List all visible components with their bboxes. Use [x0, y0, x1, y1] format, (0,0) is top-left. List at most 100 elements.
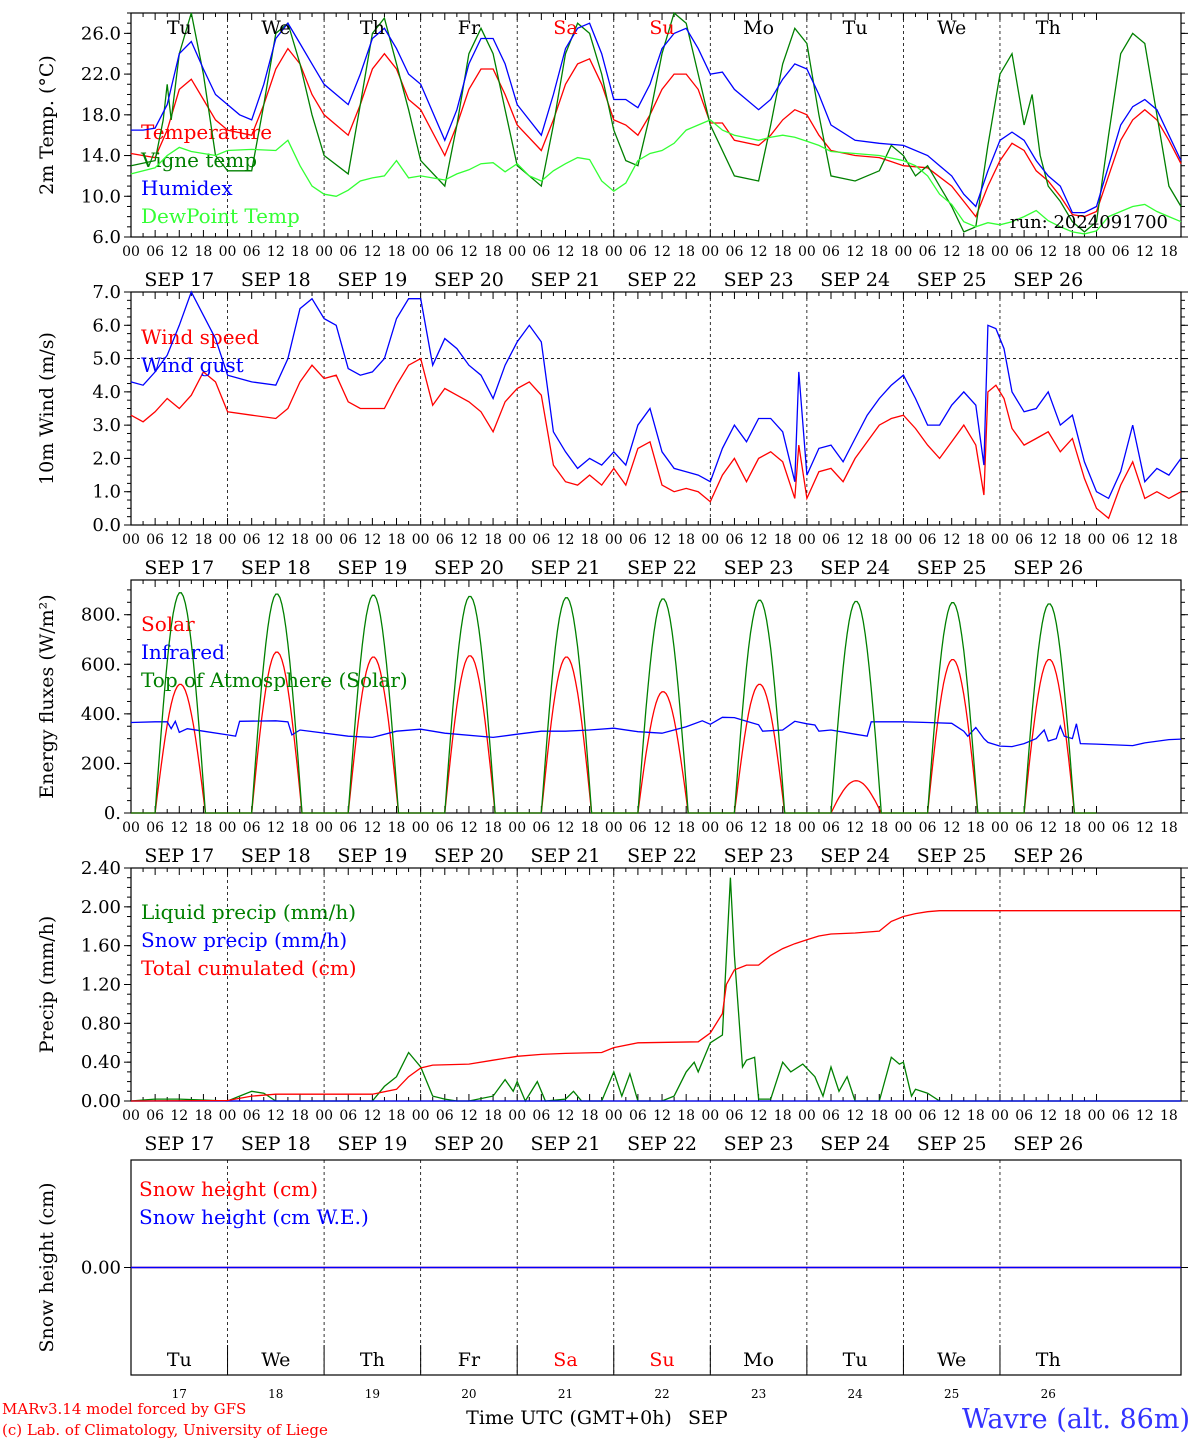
hour-tick-label: 12 — [943, 532, 961, 548]
hour-tick-label: 18 — [194, 532, 212, 548]
hour-tick-label: 12 — [653, 820, 671, 836]
hour-tick-label: 12 — [846, 244, 864, 260]
hour-tick-label: 06 — [629, 1108, 647, 1124]
hour-tick-label: 12 — [846, 1108, 864, 1124]
day-name-label: Th — [1036, 1349, 1061, 1371]
legend-entry: Snow height (cm W.E.) — [139, 1205, 369, 1229]
date-label: SEP 23 — [724, 557, 794, 579]
day-name-label: Th — [360, 1349, 385, 1371]
hour-tick-label: 12 — [943, 244, 961, 260]
date-label: SEP 20 — [434, 845, 504, 867]
hour-tick-label: 06 — [1015, 532, 1033, 548]
date-label: SEP 20 — [434, 269, 504, 291]
footer-model-line: MARv3.14 model forced by GFS — [2, 1400, 246, 1418]
hour-tick-label: 00 — [122, 1108, 140, 1124]
hour-tick-label: 00 — [219, 532, 237, 548]
y-tick-label: 200. — [81, 753, 121, 774]
hour-tick-label: 00 — [1088, 244, 1106, 260]
day-name-label: Tu — [167, 1349, 192, 1371]
hour-tick-label: 06 — [436, 820, 454, 836]
hour-tick-label: 06 — [1015, 1108, 1033, 1124]
series-line-green — [130, 11, 1182, 233]
date-label: SEP 19 — [337, 269, 407, 291]
hour-tick-label: 12 — [363, 1108, 381, 1124]
hour-tick-label: 18 — [870, 244, 888, 260]
legend-entry: Infrared — [141, 640, 225, 664]
day-number-label: 24 — [847, 1387, 863, 1401]
series-line-blue — [131, 22, 1182, 214]
hour-tick-label: 06 — [243, 820, 261, 836]
day-number-label: 26 — [1041, 1387, 1056, 1401]
date-label: SEP 25 — [917, 269, 987, 291]
hour-tick-label: 06 — [532, 244, 550, 260]
date-label: SEP 21 — [531, 845, 601, 867]
panel-precip: 0.00 0.40 0.80 1.20 1.60 2.00 2.40 Precip (mm/h… — [36, 858, 1188, 1155]
date-label: SEP 18 — [241, 845, 311, 867]
hour-tick-label: 06 — [822, 244, 840, 260]
date-label: SEP 17 — [144, 845, 214, 867]
y-tick-label: 2.40 — [81, 858, 121, 879]
hour-tick-label: 00 — [122, 532, 140, 548]
hour-tick-label: 12 — [170, 1108, 188, 1124]
date-label: SEP 24 — [820, 845, 890, 867]
y-tick-label: 3.0 — [92, 415, 121, 436]
hour-tick-label: 06 — [919, 532, 937, 548]
day-name-label: Mo — [743, 17, 774, 39]
hour-tick-label: 06 — [436, 244, 454, 260]
hour-tick-label: 00 — [508, 1108, 526, 1124]
hour-tick-label: 06 — [726, 532, 744, 548]
hour-tick-label: 00 — [315, 532, 333, 548]
date-label: SEP 21 — [531, 1133, 601, 1155]
y-tick-label: 18.0 — [81, 105, 121, 126]
hour-tick-label: 12 — [750, 532, 768, 548]
date-label: SEP 23 — [724, 1133, 794, 1155]
panel-snow: 0.00 Snow height (cm) Snow height (cm) Snow… — [36, 1159, 1188, 1401]
y-tick-label: 22.0 — [81, 64, 121, 85]
hour-tick-label: 12 — [750, 1108, 768, 1124]
y-tick-label: 2.0 — [92, 448, 121, 469]
hour-tick-label: 00 — [798, 244, 816, 260]
date-label: SEP 24 — [820, 269, 890, 291]
hour-tick-label: 06 — [436, 1108, 454, 1124]
legend-entry: Wind gust — [141, 353, 244, 377]
date-label: SEP 26 — [1013, 1133, 1083, 1155]
y-tick-label: 400. — [81, 704, 121, 725]
hour-tick-label: 00 — [605, 244, 623, 260]
date-label: SEP 24 — [820, 1133, 890, 1155]
hour-tick-label: 06 — [146, 820, 164, 836]
day-name-label: Th — [360, 17, 385, 39]
hour-tick-label: 18 — [194, 820, 212, 836]
hour-tick-label: 12 — [1136, 1108, 1154, 1124]
hour-tick-label: 06 — [822, 1108, 840, 1124]
hour-tick-label: 06 — [146, 532, 164, 548]
hour-tick-label: 00 — [894, 820, 912, 836]
hour-tick-label: 06 — [339, 1108, 357, 1124]
hour-tick-label: 06 — [146, 1108, 164, 1124]
hour-tick-label: 18 — [581, 244, 599, 260]
hour-tick-label: 00 — [1088, 820, 1106, 836]
hour-tick-label: 18 — [581, 1108, 599, 1124]
date-label: SEP 25 — [917, 557, 987, 579]
y-tick-label: 0.40 — [81, 1052, 121, 1073]
day-name-label: Tu — [843, 17, 868, 39]
date-label: SEP 17 — [144, 269, 214, 291]
hour-tick-label: 18 — [967, 244, 985, 260]
hour-tick-label: 12 — [460, 820, 478, 836]
hour-tick-label: 12 — [846, 532, 864, 548]
hour-tick-label: 12 — [557, 244, 575, 260]
date-label: SEP 26 — [1013, 269, 1083, 291]
hour-tick-label: 12 — [653, 1108, 671, 1124]
hour-tick-label: 00 — [991, 244, 1009, 260]
hour-tick-label: 12 — [267, 244, 285, 260]
hour-tick-label: 06 — [532, 1108, 550, 1124]
hour-tick-label: 06 — [1112, 820, 1130, 836]
hour-tick-label: 12 — [653, 244, 671, 260]
hour-tick-label: 18 — [1063, 1108, 1081, 1124]
day-name-label: Fr — [458, 1349, 481, 1371]
hour-tick-label: 00 — [122, 820, 140, 836]
hour-tick-label: 00 — [219, 244, 237, 260]
day-name-label: Su — [649, 17, 674, 39]
hour-tick-label: 18 — [581, 532, 599, 548]
day-name-label: Fr — [458, 17, 481, 39]
hour-tick-label: 06 — [1112, 1108, 1130, 1124]
